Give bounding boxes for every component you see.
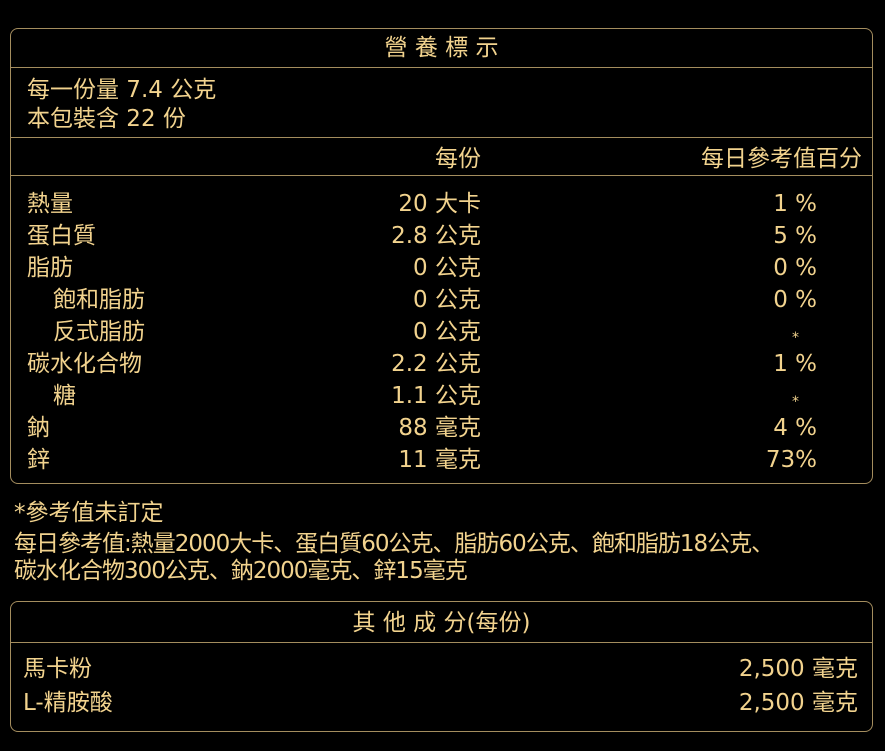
header-per-serving: 每份 <box>435 146 481 172</box>
servings-per-package: 本包裝含 22 份 <box>27 106 186 132</box>
ingredient-name: 馬卡粉 <box>23 656 92 682</box>
nutrient-amount: 11 毫克 <box>398 447 481 473</box>
nutrient-daily-value: 5 % <box>773 223 817 249</box>
nutrient-name: 飽和脂肪 <box>53 287 145 313</box>
divider <box>11 175 872 176</box>
nutrient-daily-value: 4 % <box>773 415 817 441</box>
nutrition-table: 營 養 標 示 每一份量 7.4 公克 本包裝含 22 份 每份 每日參考值百分… <box>10 28 873 484</box>
serving-size: 每一份量 7.4 公克 <box>27 77 217 103</box>
other-ingredients-table: 其 他 成 分(每份) 馬卡粉 2,500 毫克 L-精胺酸 2,500 毫克 <box>10 601 873 732</box>
nutrient-daily-value: 0 % <box>773 255 817 281</box>
nutrient-daily-value: 1 % <box>773 351 817 377</box>
nutrient-name: 熱量 <box>27 191 73 217</box>
nutrient-amount: 0 公克 <box>413 319 481 345</box>
ingredient-amount: 2,500 毫克 <box>738 656 858 682</box>
divider <box>11 137 872 138</box>
nutrient-name: 蛋白質 <box>27 223 96 249</box>
nutrient-name: 糖 <box>53 383 76 409</box>
nutrient-daily-value: 0 % <box>773 287 817 313</box>
nutrient-amount: 0 公克 <box>413 287 481 313</box>
other-title: 其 他 成 分(每份) <box>352 610 531 636</box>
nutrient-amount: 2.2 公克 <box>391 351 481 377</box>
ingredient-amount: 2,500 毫克 <box>738 690 858 716</box>
divider <box>11 642 872 643</box>
note-reference-values: 每日參考值:熱量2000大卡、蛋白質60公克、脂肪60公克、飽和脂肪18公克、 <box>14 531 774 557</box>
nutrient-amount: 2.8 公克 <box>391 223 481 249</box>
nutrient-name: 鈉 <box>27 415 50 441</box>
ingredient-name: L-精胺酸 <box>23 690 113 716</box>
nutrient-name: 脂肪 <box>27 255 73 281</box>
divider <box>11 67 872 68</box>
nutrient-amount: 1.1 公克 <box>391 383 481 409</box>
nutrition-title: 營 養 標 示 <box>384 35 499 61</box>
nutrient-amount: 20 大卡 <box>398 191 481 217</box>
nutrient-amount: 0 公克 <box>413 255 481 281</box>
note-reference-values-cont: 碳水化合物300公克、鈉2000毫克、鋅15毫克 <box>14 558 468 584</box>
nutrient-amount: 88 毫克 <box>398 415 481 441</box>
nutrient-name: 碳水化合物 <box>27 351 142 377</box>
nutrient-daily-value: 1 % <box>773 191 817 217</box>
header-daily-value: 每日參考值百分 <box>701 146 862 172</box>
nutrient-daily-value: * <box>792 330 799 346</box>
nutrient-name: 鋅 <box>27 447 50 473</box>
nutrient-daily-value: * <box>792 394 799 410</box>
nutrient-name: 反式脂肪 <box>53 319 145 345</box>
note-undefined: *參考值未訂定 <box>14 500 164 526</box>
nutrient-daily-value: 73% <box>765 447 817 473</box>
